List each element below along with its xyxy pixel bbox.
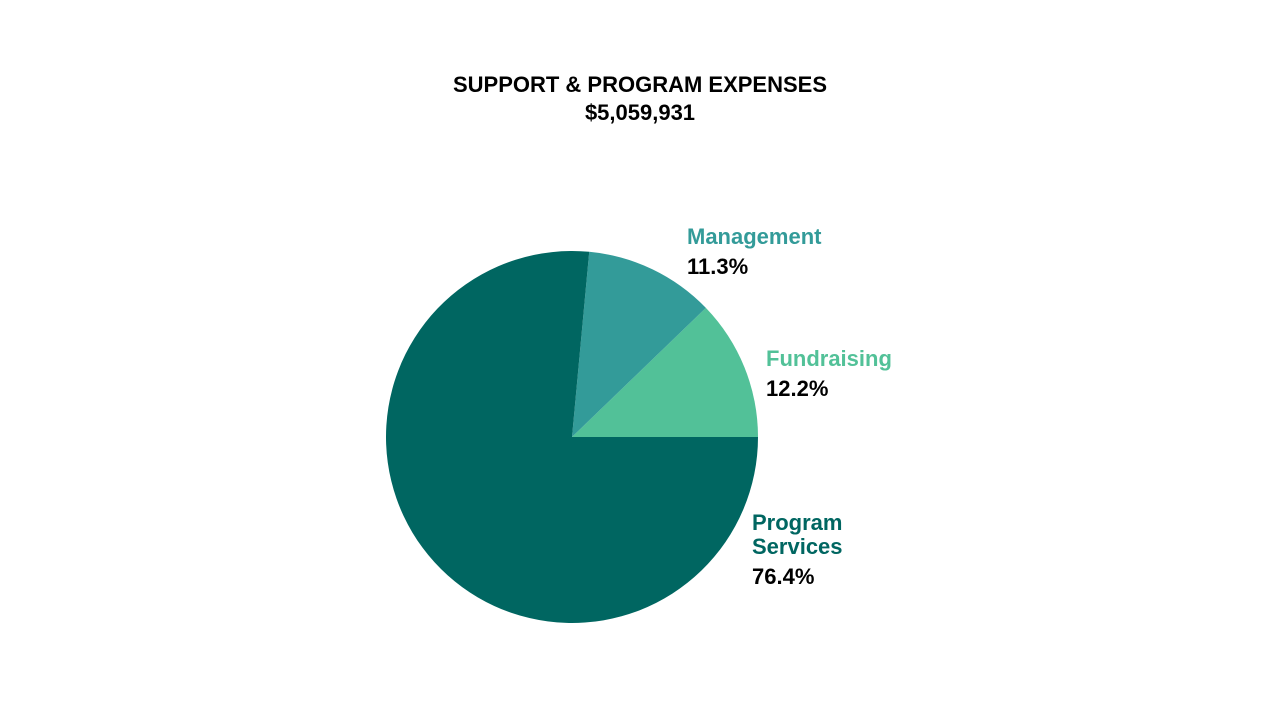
chart-subtitle: $5,059,931 xyxy=(584,100,696,125)
pie-slice xyxy=(385,251,758,624)
slice-label: Program Services xyxy=(752,510,843,559)
slice-value: 11.3% xyxy=(687,254,749,279)
slice-value: 76.4% xyxy=(752,564,815,589)
slice-value: 12.2% xyxy=(766,376,829,401)
slice-label: Fundraising xyxy=(766,346,892,371)
chart-title: SUPPORT & PROGRAM EXPENSES xyxy=(452,72,828,97)
pie-slice xyxy=(572,307,758,437)
pie-slice xyxy=(572,251,706,437)
slice-label: Management xyxy=(687,224,822,249)
